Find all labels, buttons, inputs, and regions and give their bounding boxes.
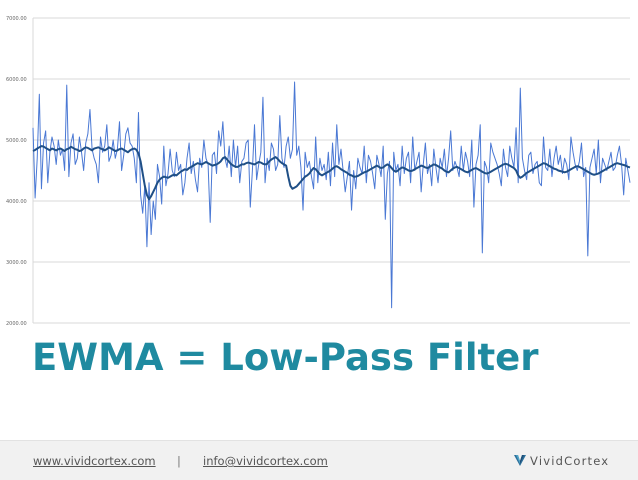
series-lines — [32, 81, 631, 309]
footer: www.vividcortex.com | info@vividcortex.c… — [0, 440, 638, 480]
y-axis-tick-labels: 2000.00 3000.00 4000.00 5000.00 6000.00 7000.… — [6, 16, 27, 327]
y-tick-label: 2000.00 — [6, 321, 27, 327]
y-tick-label: 3000.00 — [6, 260, 27, 266]
gridlines — [32, 17, 630, 324]
brand-name: VividCortex — [530, 454, 610, 468]
y-tick-label: 7000.00 — [6, 16, 27, 22]
footer-separator: | — [177, 454, 181, 468]
y-tick-label: 6000.00 — [6, 77, 27, 83]
ewma-series-line — [32, 145, 631, 201]
website-link[interactable]: www.vividcortex.com — [33, 454, 156, 468]
y-tick-label: 5000.00 — [6, 138, 27, 144]
y-tick-label: 4000.00 — [6, 199, 27, 205]
raw-series-line — [32, 81, 631, 309]
email-link[interactable]: info@vividcortex.com — [203, 454, 328, 468]
slide-title: EWMA = Low-Pass Filter — [32, 336, 539, 379]
vividcortex-logo-icon — [514, 455, 526, 466]
